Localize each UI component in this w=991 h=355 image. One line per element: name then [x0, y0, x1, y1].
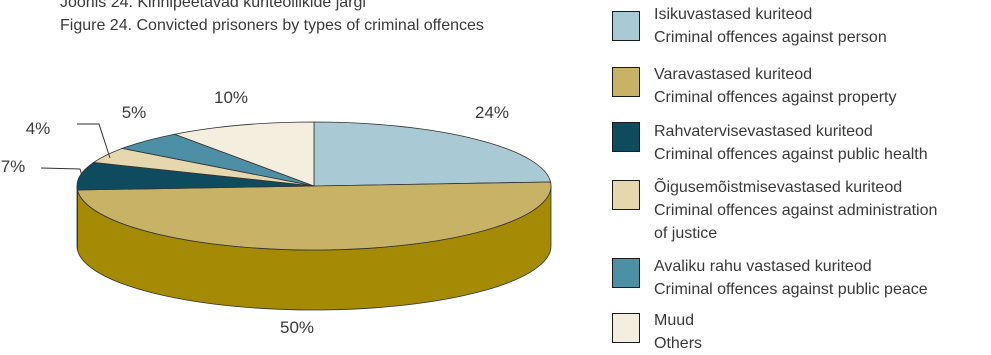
- legend-swatch-public-health: [612, 122, 640, 152]
- legend-swatch-person: [612, 11, 640, 41]
- legend-swatch-justice: [612, 180, 640, 210]
- legend-swatch-property: [612, 67, 640, 97]
- slice-label-2: 50%: [280, 318, 314, 337]
- legend-swatch-public-peace: [612, 258, 640, 288]
- slice-label-5: 5%: [122, 103, 147, 122]
- slice-label-3: 7%: [1, 157, 26, 176]
- leader-line-public-health: [41, 168, 82, 176]
- legend-swatch-others: [612, 313, 640, 343]
- leader-line-justice: [77, 124, 110, 158]
- slice-label-4: 4%: [26, 119, 51, 138]
- slice-label-6: 10%: [214, 88, 248, 107]
- pie-slice-1: [314, 122, 551, 186]
- slice-label-1: 24%: [475, 103, 509, 122]
- pie-chart: 24% 50% 7%4% 5% 10%: [0, 0, 600, 350]
